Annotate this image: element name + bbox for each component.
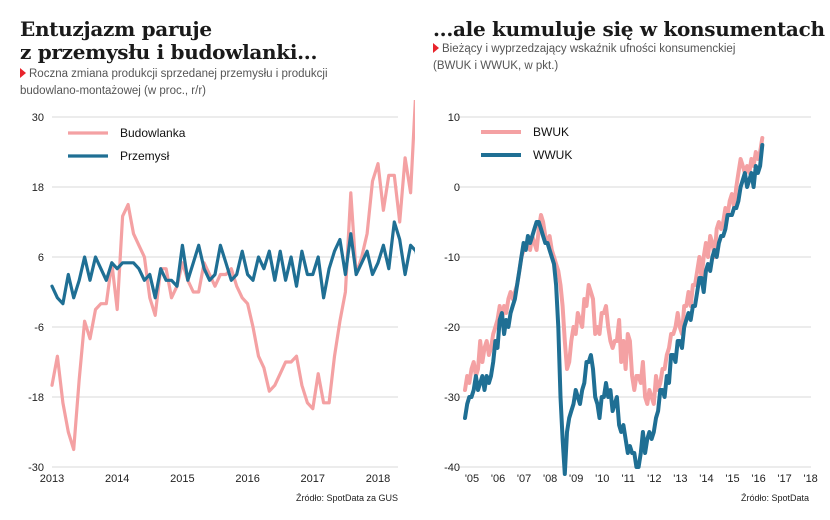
consumer-confidence-line-chart: 10 0 -10 -20 -30 -40 '05 '06 '07 '08 '09 '10 '11 '12 '…: [444, 112, 818, 485]
right-x-tick-label: '09: [569, 473, 583, 485]
right-y-tick-label: -30: [444, 392, 460, 404]
right-series-line-wwuk: [463, 143, 765, 476]
right-x-tick-label: '07: [517, 473, 531, 485]
left-chart-title: Entuzjazm paruje z przemysłu i budowlank…: [20, 18, 317, 64]
right-series-line-bwuk: [463, 136, 765, 406]
right-y-tick-label: -40: [444, 462, 460, 474]
right-x-tick-label: '10: [595, 473, 609, 485]
left-x-tick-label: 2016: [235, 473, 259, 485]
right-y-tick-label: -20: [444, 322, 460, 334]
right-source-note: Źródło: SpotData: [741, 493, 810, 503]
left-subtitle-line2: budowlano-montażowej (w proc., r/r): [20, 85, 206, 97]
right-x-tick-label: '06: [491, 473, 505, 485]
left-y-tick-label: -18: [28, 392, 44, 404]
left-y-tick-label: 18: [32, 182, 44, 194]
right-x-tick-label: '13: [673, 473, 687, 485]
left-series-line-budowlanka: [50, 100, 415, 452]
right-x-tick-label: '17: [777, 473, 791, 485]
left-y-tick-label: 30: [32, 112, 44, 124]
red-marker-icon: [20, 68, 26, 78]
right-y-tick-label: 0: [454, 182, 460, 194]
left-x-tick-label: 2013: [40, 473, 64, 485]
red-marker-icon: [433, 43, 439, 53]
right-x-tick-label: '14: [699, 473, 713, 485]
right-legend-label: WWUK: [533, 148, 572, 162]
right-x-tick-label: '12: [647, 473, 661, 485]
left-title-line1: Entuzjazm paruje: [20, 17, 212, 41]
left-subtitle-line1: Roczna zmiana produkcji sprzedanej przem…: [29, 68, 328, 80]
left-chart-subtitle: Roczna zmiana produkcji sprzedanej przem…: [20, 66, 328, 100]
right-x-tick-label: '16: [751, 473, 765, 485]
left-series-line-przemysł: [50, 220, 415, 306]
left-x-tick-label: 2018: [366, 473, 390, 485]
left-y-tick-label: 6: [38, 252, 44, 264]
right-x-tick-label: '11: [622, 473, 636, 485]
left-title-line2: z przemysłu i budowlanki...: [20, 40, 318, 64]
right-x-tick-label: '18: [803, 473, 817, 485]
right-y-tick-label: -10: [444, 252, 460, 264]
left-source-note: Źródło: SpotData za GUS: [296, 493, 399, 503]
left-legend-label: Przemysł: [120, 149, 170, 163]
right-chart-subtitle: Bieżący i wyprzedzający wskaźnik ufności…: [433, 41, 735, 75]
right-chart-title: ...ale kumuluje się w konsumentach: [433, 17, 825, 41]
right-y-tick-label: 10: [448, 112, 460, 124]
left-legend-label: Budowlanka: [120, 126, 186, 140]
left-x-tick-label: 2014: [105, 473, 129, 485]
right-subtitle-line1: Bieżący i wyprzedzający wskaźnik ufności…: [442, 43, 736, 55]
right-x-tick-label: '08: [543, 473, 557, 485]
left-y-tick-label: -30: [28, 462, 44, 474]
right-x-tick-label: '15: [725, 473, 739, 485]
right-subtitle-line2: (BWUK i WWUK, w pkt.): [433, 60, 559, 72]
right-legend-label: BWUK: [533, 125, 569, 139]
right-x-tick-label: '05: [465, 473, 479, 485]
left-x-tick-label: 2017: [301, 473, 325, 485]
left-x-tick-label: 2015: [170, 473, 194, 485]
left-y-tick-label: -6: [34, 322, 44, 334]
